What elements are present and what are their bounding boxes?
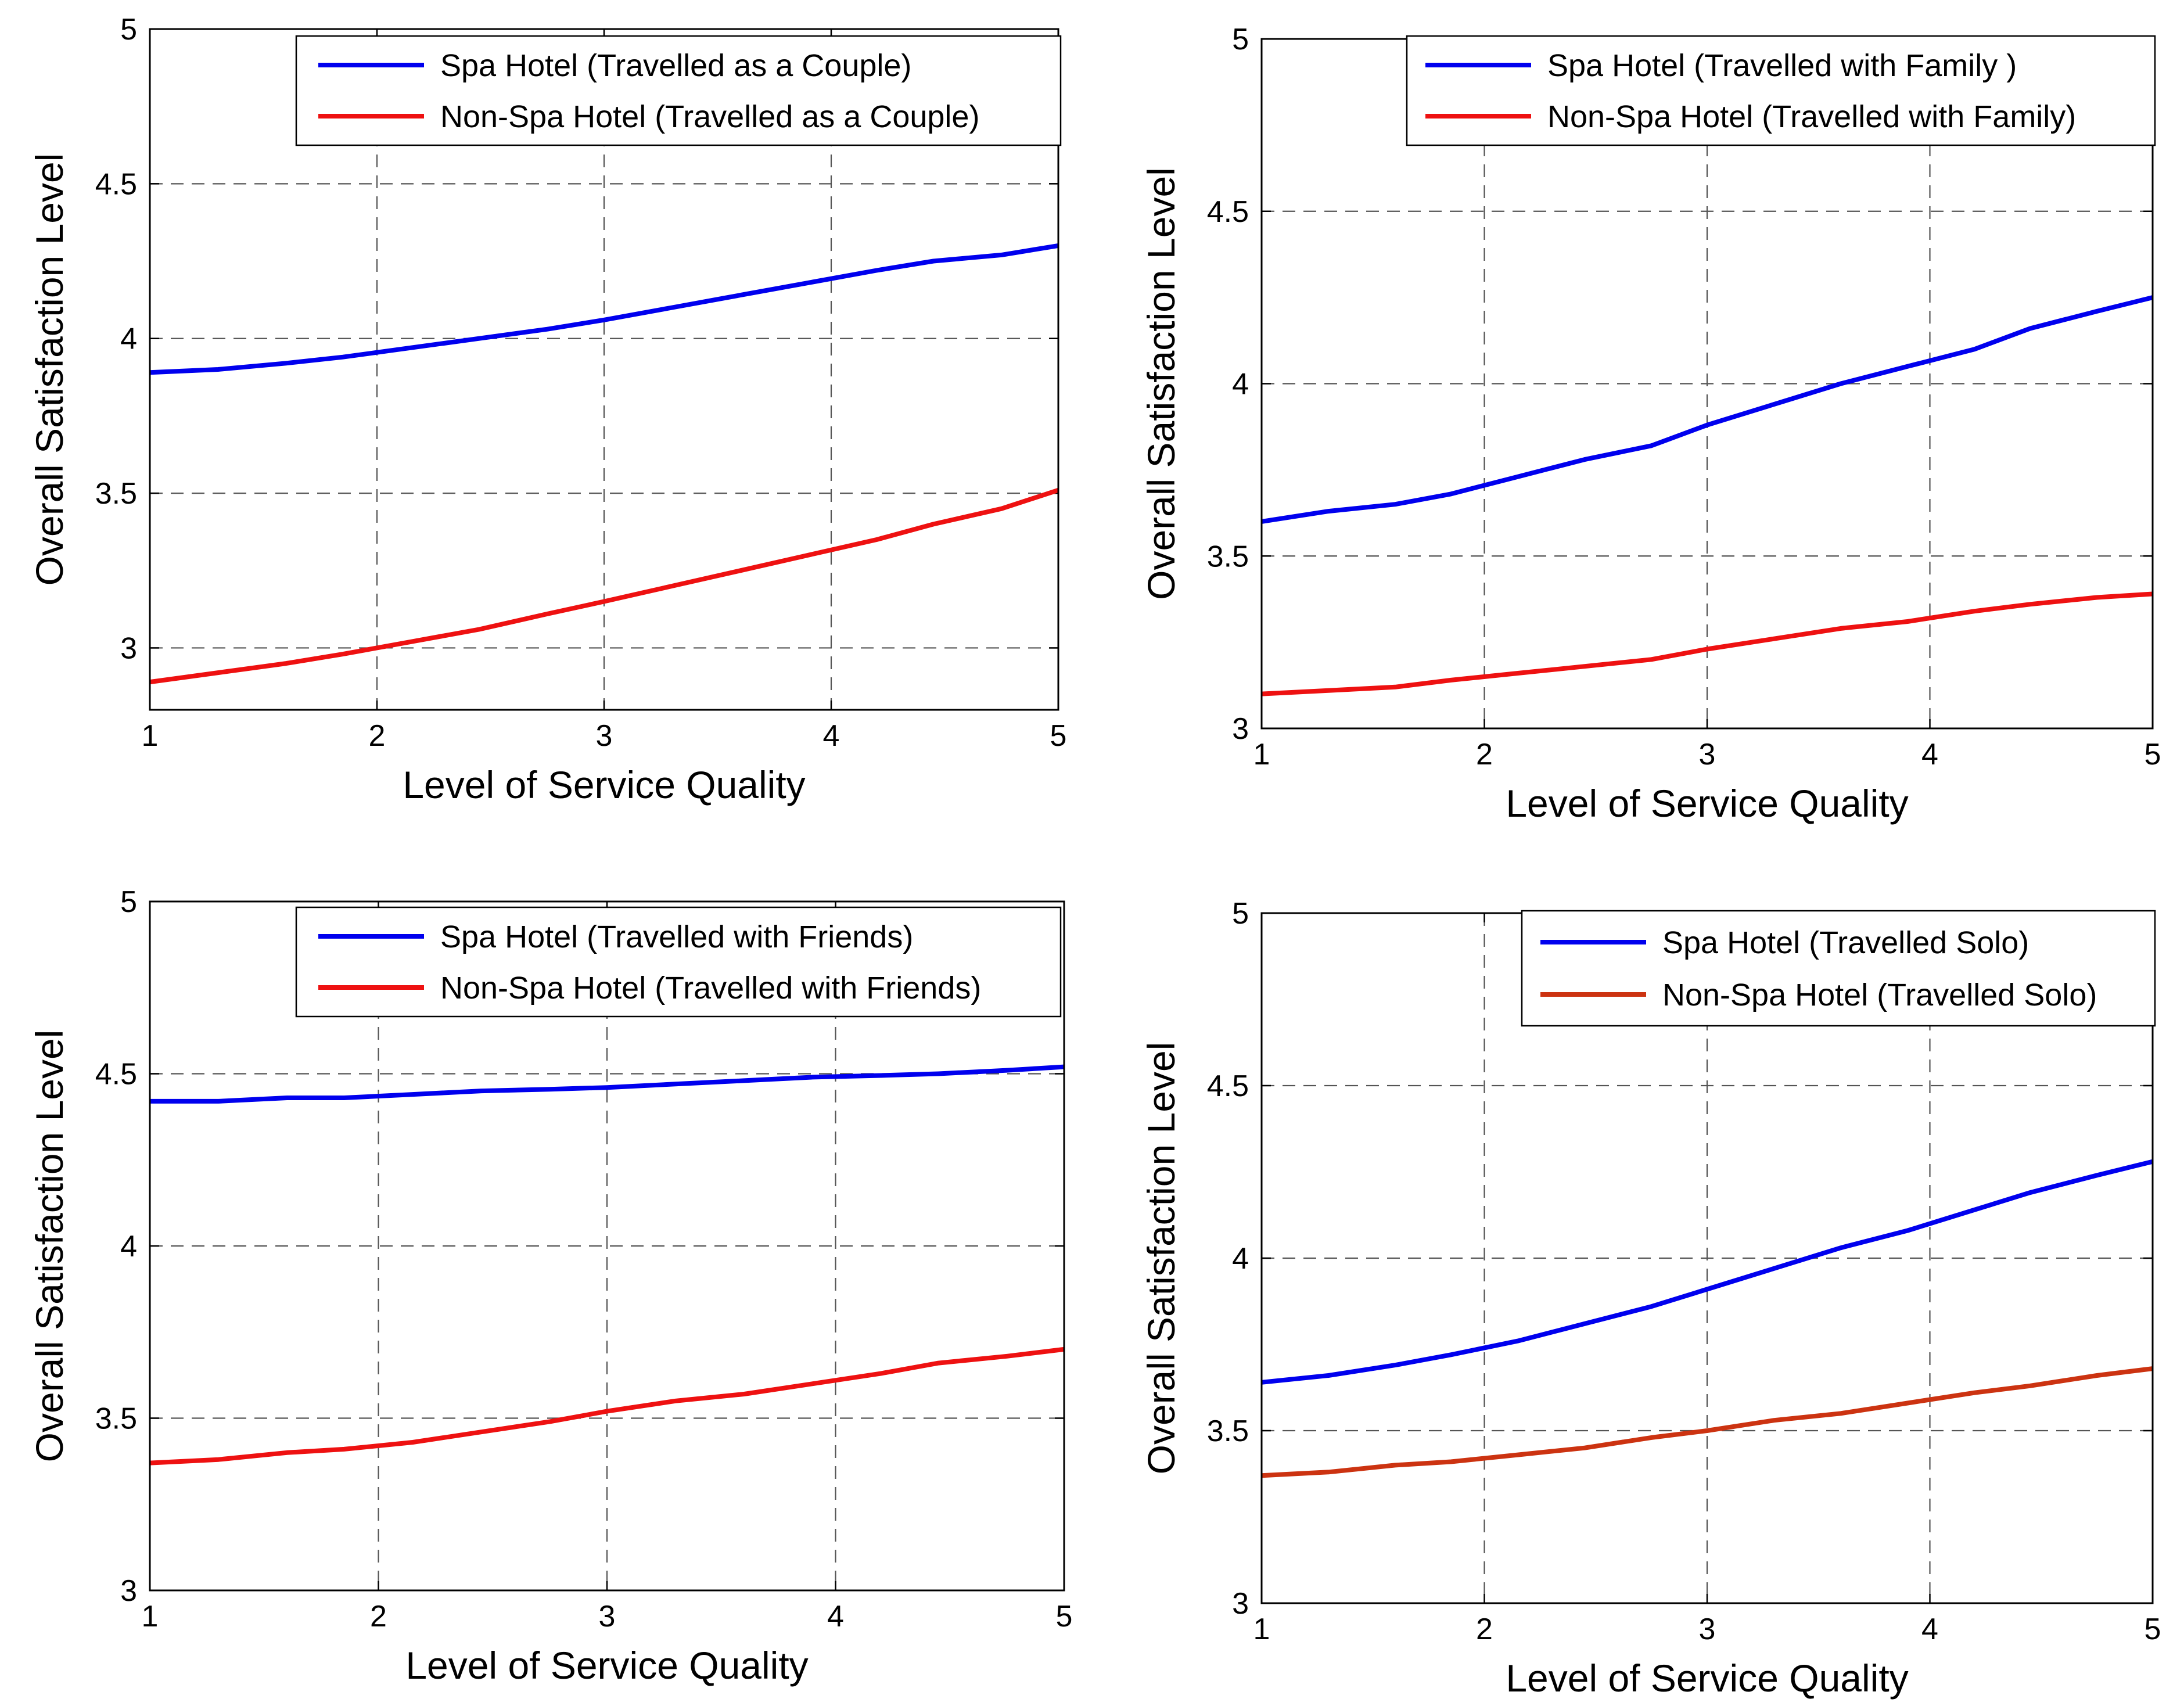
x-tick-label: 4 <box>827 1600 844 1633</box>
y-tick-label: 4.5 <box>95 167 137 201</box>
series-line-1 <box>150 1064 1065 1104</box>
y-tick-label: 3.5 <box>95 1402 137 1436</box>
x-tick-label: 1 <box>1253 738 1270 771</box>
series-line-2 <box>1261 591 2153 696</box>
x-tick-label: 3 <box>1699 738 1716 771</box>
legend: Spa Hotel (Travelled Solo) Non-Spa Hotel … <box>1521 910 2156 1027</box>
legend: Spa Hotel (Travelled as a Couple) Non-Spa… <box>295 35 1062 146</box>
axes-box <box>149 28 1059 711</box>
y-tick-label: 3 <box>120 1574 137 1608</box>
legend-label-1: Spa Hotel (Travelled with Family ) <box>1547 48 2017 83</box>
x-tick-label: 5 <box>2145 1612 2161 1646</box>
legend-label-2: Non-Spa Hotel (Travelled with Family) <box>1547 99 2076 134</box>
y-tick-label: 4.5 <box>1207 195 1249 229</box>
x-axis-title: Level of Service Quality <box>1506 782 1908 825</box>
legend-label-2: Non-Spa Hotel (Travelled as a Couple) <box>440 99 979 134</box>
legend-box <box>1406 35 2156 146</box>
y-tick-label: 4 <box>120 322 137 356</box>
chart-panel-2: 1 2 3 4 5 3 3.5 4 4.5 5 Level of Service Quality Ov… <box>1140 23 2161 825</box>
legend-label-1: Spa Hotel (Travelled as a Couple) <box>440 48 911 83</box>
y-tick-label: 3.5 <box>95 477 137 511</box>
y-tick-label: 4.5 <box>95 1058 137 1091</box>
x-axis-title: Level of Service Quality <box>1506 1657 1908 1700</box>
legend-box <box>295 906 1062 1018</box>
x-tick-label: 2 <box>369 719 386 753</box>
x-tick-label: 1 <box>142 719 159 753</box>
x-axis-title: Level of Service Quality <box>405 1644 808 1687</box>
y-tick-label: 4 <box>120 1230 137 1263</box>
y-tick-label: 3 <box>1232 1587 1249 1621</box>
chart-panel-3: 1 2 3 4 5 3 3.5 4 4.5 5 Level of Service Quality Ov… <box>28 885 1072 1687</box>
legend-label-1: Spa Hotel (Travelled with Friends) <box>440 920 913 954</box>
y-axis-title: Overall Satisfaction Level <box>1140 167 1183 600</box>
x-tick-label: 1 <box>142 1600 159 1633</box>
x-tick-label: 2 <box>1476 1612 1493 1646</box>
legend-box <box>295 35 1062 146</box>
x-tick-label: 5 <box>1050 719 1067 753</box>
y-tick-label: 5 <box>120 885 137 919</box>
legend-box <box>1521 910 2156 1027</box>
x-axis-title: Level of Service Quality <box>403 763 805 806</box>
x-tick-label: 5 <box>2145 738 2161 771</box>
y-tick-label: 4.5 <box>1207 1069 1249 1103</box>
series-line-1 <box>149 243 1059 375</box>
y-tick-label: 4 <box>1232 1242 1249 1276</box>
chart-panel-4: 1 2 3 4 5 3 3.5 4 4.5 5 Level of Service Quality Ov… <box>1140 897 2161 1700</box>
y-tick-label: 3 <box>120 631 137 665</box>
y-tick-label: 4 <box>1232 368 1249 401</box>
y-tick-label: 5 <box>1232 23 1249 56</box>
series-line-2 <box>149 487 1059 685</box>
y-axis-title: Overall Satisfaction Level <box>28 153 71 586</box>
x-tick-label: 4 <box>1921 738 1938 771</box>
y-tick-label: 3.5 <box>1207 1414 1249 1448</box>
x-tick-label: 4 <box>1921 1612 1938 1646</box>
chart-panel-1: 1 2 3 4 5 3 3.5 4 4.5 5 Level of Service Quality Ov… <box>28 13 1066 806</box>
y-tick-label: 3.5 <box>1207 540 1249 573</box>
axes-box <box>149 900 1065 1592</box>
series-line-1 <box>1261 1159 2153 1385</box>
legend: Spa Hotel (Travelled with Friends) Non-Sp… <box>295 906 1062 1018</box>
legend-label-1: Spa Hotel (Travelled Solo) <box>1662 925 2029 960</box>
y-tick-label: 5 <box>1232 897 1249 931</box>
legend: Spa Hotel (Travelled with Family ) Non-Sp… <box>1406 35 2156 146</box>
x-tick-label: 3 <box>596 719 613 753</box>
x-tick-label: 5 <box>1056 1600 1073 1633</box>
legend-label-2: Non-Spa Hotel (Travelled Solo) <box>1662 978 2097 1012</box>
y-axis-title: Overall Satisfaction Level <box>28 1030 71 1463</box>
x-tick-label: 3 <box>1699 1612 1716 1646</box>
series-line-1 <box>1261 295 2153 524</box>
y-tick-label: 5 <box>120 13 137 46</box>
y-axis-title: Overall Satisfaction Level <box>1140 1042 1183 1475</box>
x-tick-label: 4 <box>823 719 840 753</box>
x-tick-label: 2 <box>370 1600 387 1633</box>
legend-label-2: Non-Spa Hotel (Travelled with Friends) <box>440 971 981 1005</box>
series-line-2 <box>149 1346 1065 1466</box>
series-line-2 <box>1261 1366 2153 1478</box>
x-tick-label: 1 <box>1253 1612 1270 1646</box>
x-tick-label: 3 <box>599 1600 616 1633</box>
x-tick-label: 2 <box>1476 738 1493 771</box>
y-tick-label: 3 <box>1232 712 1249 746</box>
